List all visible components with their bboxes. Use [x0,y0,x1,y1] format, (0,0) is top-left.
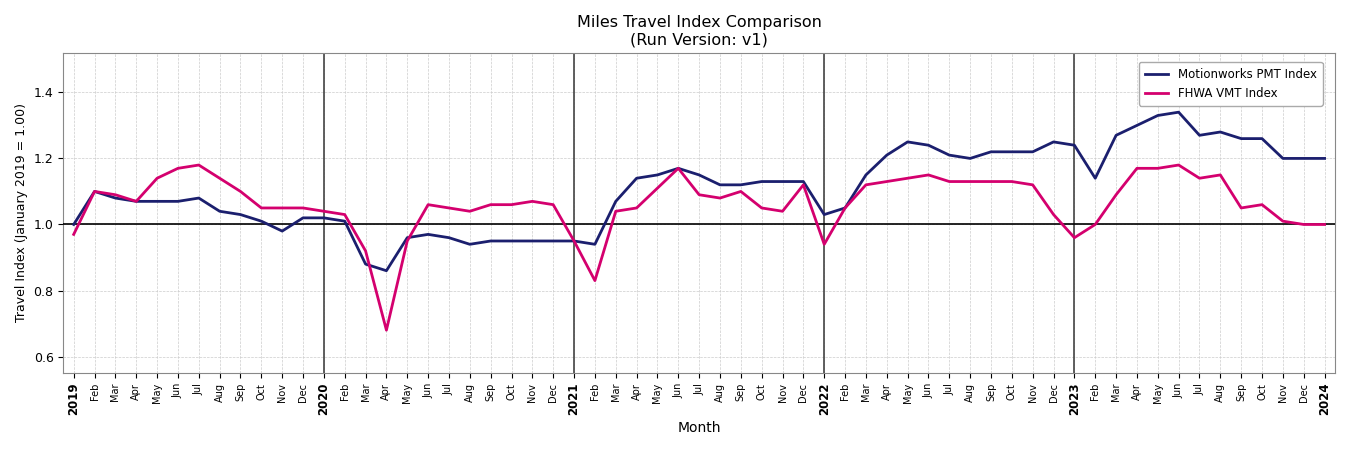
X-axis label: Month: Month [678,421,721,435]
Motionworks PMT Index [378,268,394,274]
FHWA VMT Index [857,182,873,188]
Motionworks PMT Index [316,215,332,220]
FHWA VMT Index [775,208,791,214]
Motionworks PMT Index [66,222,82,227]
Motionworks PMT Index [1316,156,1332,161]
FHWA VMT Index [378,328,394,333]
FHWA VMT Index [1316,222,1332,227]
FHWA VMT Index [190,162,207,168]
Line: FHWA VMT Index: FHWA VMT Index [74,165,1324,330]
FHWA VMT Index [66,232,82,237]
Motionworks PMT Index [837,205,853,211]
Motionworks PMT Index [524,238,540,244]
Title: Miles Travel Index Comparison
(Run Version: v1): Miles Travel Index Comparison (Run Versi… [576,15,822,47]
Motionworks PMT Index [1192,133,1208,138]
Motionworks PMT Index [1170,109,1187,115]
FHWA VMT Index [545,202,562,207]
Motionworks PMT Index [358,261,374,267]
FHWA VMT Index [336,212,352,217]
FHWA VMT Index [1192,176,1208,181]
FHWA VMT Index [400,238,416,244]
Line: Motionworks PMT Index: Motionworks PMT Index [74,112,1324,271]
Y-axis label: Travel Index (January 2019 = 1.00): Travel Index (January 2019 = 1.00) [15,104,28,322]
Motionworks PMT Index [753,179,769,184]
Legend: Motionworks PMT Index, FHWA VMT Index: Motionworks PMT Index, FHWA VMT Index [1139,62,1323,106]
